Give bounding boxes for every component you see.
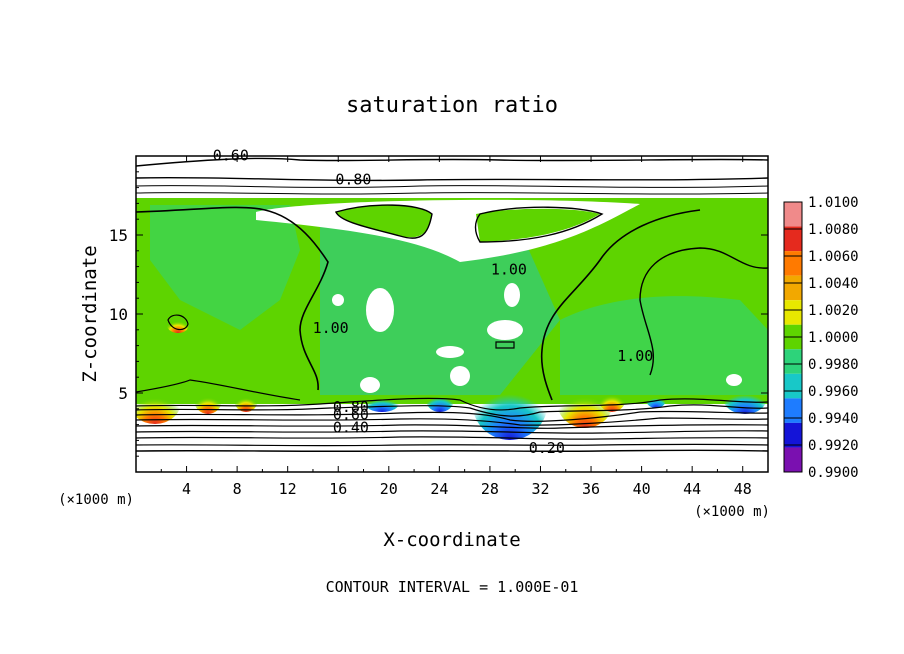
colorbar-swatch bbox=[784, 251, 802, 276]
contour-line bbox=[136, 185, 768, 188]
contour-label: 0.60 bbox=[333, 406, 369, 424]
contour-line bbox=[136, 192, 768, 195]
x-tick-label: 40 bbox=[633, 480, 651, 498]
x-tick-label: 24 bbox=[430, 480, 448, 498]
x-tick-label: 44 bbox=[683, 480, 701, 498]
y-axis-label: Z-coordinate bbox=[79, 245, 101, 382]
x-unit-label: (×1000 m) bbox=[694, 504, 770, 520]
colorbar-label: 1.0100 bbox=[808, 195, 859, 211]
supersaturation-spot bbox=[557, 376, 613, 428]
dry-hole bbox=[504, 283, 520, 307]
contour-line bbox=[136, 206, 329, 391]
colorbar-label: 0.9940 bbox=[808, 411, 859, 427]
contour-label: 1.00 bbox=[491, 260, 527, 278]
contour-line bbox=[136, 404, 768, 417]
dry-hole bbox=[436, 346, 464, 358]
contour-label: 0.80 bbox=[335, 170, 371, 188]
colorbar-label: 1.0040 bbox=[808, 276, 859, 292]
contour-label: 1.00 bbox=[313, 319, 349, 337]
subsaturation-spot bbox=[723, 382, 767, 414]
contour-line bbox=[136, 176, 768, 182]
subsaturated-region bbox=[150, 205, 300, 330]
y-tick-label: 15 bbox=[109, 226, 128, 245]
dry-hole bbox=[360, 377, 380, 393]
colorbar-swatch bbox=[784, 422, 802, 448]
supersaturation-spot bbox=[194, 386, 222, 414]
contour-line bbox=[136, 436, 768, 440]
colorbar-swatch bbox=[784, 373, 802, 399]
contour-label: 0.20 bbox=[529, 439, 565, 457]
contour-line bbox=[335, 204, 433, 239]
x-axis: 4 8 12 16 20 24 28 32 36 40 44 48 bbox=[160, 156, 752, 498]
colorbar-label: 1.0080 bbox=[808, 222, 859, 238]
dry-hole bbox=[726, 374, 742, 386]
colorbar: 1.0100 1.0080 1.0060 1.0040 1.0020 1.0000 0.99… bbox=[783, 195, 859, 481]
contour-line bbox=[136, 397, 768, 411]
y-tick-label: 5 bbox=[118, 384, 128, 403]
colorbar-label: 0.9920 bbox=[808, 438, 859, 454]
subsaturation-spot bbox=[646, 392, 666, 408]
x-axis-label: X-coordinate bbox=[383, 529, 520, 551]
contour-label: 0.40 bbox=[333, 418, 369, 436]
colorbar-label: 1.0020 bbox=[808, 303, 859, 319]
subsaturated-region bbox=[560, 296, 768, 395]
colorbar-swatch bbox=[784, 202, 802, 227]
colorbar-label: 1.0060 bbox=[808, 249, 859, 265]
contour-line bbox=[639, 247, 768, 376]
contour-line bbox=[136, 430, 768, 434]
y-axis: 5 10 15 bbox=[109, 171, 768, 457]
colorbar-label: 1.0000 bbox=[808, 330, 859, 346]
x-tick-label: 36 bbox=[582, 480, 600, 498]
colorbar-swatch bbox=[784, 300, 802, 325]
x-tick-label: 28 bbox=[481, 480, 499, 498]
contour-line bbox=[540, 209, 701, 401]
x-tick-label: 20 bbox=[380, 480, 398, 498]
colorbar-label: 0.9960 bbox=[808, 384, 859, 400]
colorbar-label: 0.9900 bbox=[808, 465, 859, 481]
colorbar-swatch bbox=[784, 275, 802, 301]
contour-line bbox=[136, 157, 768, 167]
saturation-field bbox=[136, 156, 768, 472]
x-tick-label: 16 bbox=[329, 480, 347, 498]
x-tick-label: 8 bbox=[233, 480, 242, 498]
z-unit-label: (×1000 m) bbox=[58, 492, 134, 508]
contour-line bbox=[136, 410, 768, 422]
dry-hole bbox=[332, 294, 344, 306]
upper-dry-area bbox=[136, 156, 768, 198]
x-tick-label: 4 bbox=[182, 480, 191, 498]
contour-line bbox=[136, 424, 768, 430]
x-tick-label: 32 bbox=[531, 480, 549, 498]
contour-line bbox=[136, 379, 301, 401]
contour-label: 0.80 bbox=[333, 398, 369, 416]
contour-line bbox=[136, 443, 768, 447]
moist-cell bbox=[476, 208, 600, 242]
dry-hole bbox=[450, 366, 470, 386]
x-tick-label: 12 bbox=[279, 480, 297, 498]
subsaturation-spot bbox=[426, 388, 454, 412]
y-tick-label: 10 bbox=[109, 305, 128, 324]
contour-label: 1.00 bbox=[617, 347, 653, 365]
supersaturation-spot bbox=[598, 384, 626, 412]
chart-title: saturation ratio bbox=[346, 93, 558, 118]
colorbar-swatch bbox=[784, 226, 802, 252]
dry-hole bbox=[487, 320, 523, 340]
contour-interval-footer: CONTOUR INTERVAL = 1.000E-01 bbox=[326, 578, 579, 596]
colorbar-swatch bbox=[784, 398, 802, 423]
colorbar-swatch bbox=[784, 447, 802, 472]
contour-line bbox=[167, 314, 189, 331]
contour-line bbox=[136, 417, 768, 426]
supersaturation-spot bbox=[136, 380, 181, 424]
moist-cell bbox=[335, 205, 432, 238]
colorbar-label: 0.9980 bbox=[808, 357, 859, 373]
colorbar-swatch bbox=[784, 349, 802, 374]
dry-hole bbox=[366, 288, 394, 332]
contour-line bbox=[136, 449, 768, 452]
contour-lines bbox=[136, 157, 768, 452]
x-tick-label: 48 bbox=[734, 480, 752, 498]
contour-line bbox=[495, 341, 515, 349]
contour-line bbox=[474, 206, 604, 243]
